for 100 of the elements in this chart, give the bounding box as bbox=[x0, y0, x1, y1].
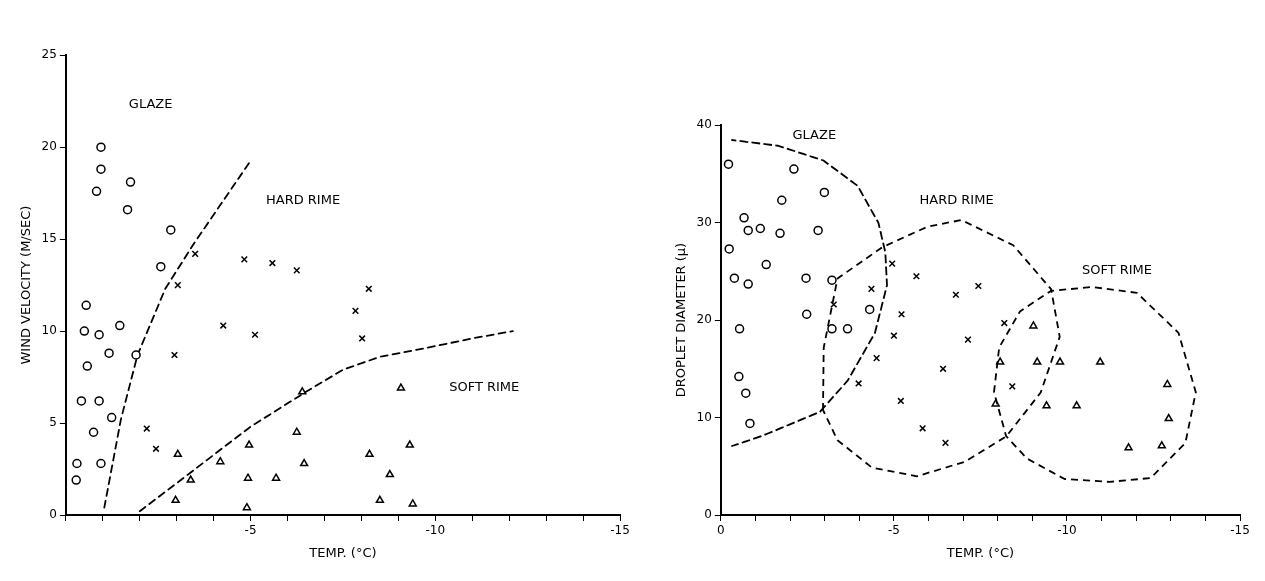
point bbox=[88, 427, 99, 437]
point bbox=[96, 142, 106, 152]
y-axis-title: DROPLET DIAMETER (μ) bbox=[673, 242, 689, 398]
point bbox=[298, 387, 307, 395]
y-tick-label: 15 bbox=[41, 231, 57, 246]
x-axis-title: TEMP. (°C) bbox=[945, 544, 1015, 560]
point bbox=[186, 475, 195, 483]
point bbox=[761, 259, 771, 270]
point bbox=[170, 351, 179, 359]
point bbox=[191, 250, 199, 258]
annotation: GLAZE bbox=[792, 127, 837, 143]
point bbox=[173, 449, 183, 458]
point bbox=[741, 388, 751, 398]
x-tick-label: -15 bbox=[610, 523, 630, 538]
point bbox=[1095, 357, 1105, 365]
point bbox=[96, 458, 106, 469]
point bbox=[405, 440, 415, 448]
x-tick-label: -15 bbox=[1230, 523, 1250, 538]
point bbox=[1042, 401, 1051, 409]
point bbox=[775, 228, 785, 239]
point bbox=[268, 259, 276, 267]
point bbox=[271, 473, 281, 481]
y-tick-label: 30 bbox=[696, 214, 712, 229]
point bbox=[91, 186, 102, 197]
y-tick-label: 20 bbox=[41, 139, 57, 154]
y-tick-label: 10 bbox=[696, 409, 712, 424]
point bbox=[734, 324, 745, 334]
y-tick-label: 40 bbox=[696, 117, 712, 132]
annotation: SOFT RIME bbox=[449, 379, 520, 395]
point bbox=[734, 371, 744, 382]
x-tick-label: -5 bbox=[244, 523, 257, 538]
point bbox=[724, 244, 734, 254]
point bbox=[1164, 413, 1173, 422]
point bbox=[96, 164, 106, 174]
x-tick-label: 0 bbox=[717, 523, 725, 538]
point bbox=[941, 439, 950, 447]
point bbox=[743, 279, 753, 289]
point bbox=[71, 475, 81, 485]
point bbox=[216, 456, 225, 465]
point bbox=[827, 324, 837, 334]
point bbox=[242, 502, 252, 511]
y-axis-title: WIND VELOCITY (M/SEC) bbox=[18, 205, 34, 365]
point bbox=[855, 379, 863, 388]
annotation: SOFT RIME bbox=[1081, 261, 1153, 277]
point bbox=[995, 357, 1005, 365]
point bbox=[104, 348, 114, 358]
point bbox=[156, 261, 166, 272]
point bbox=[81, 300, 91, 311]
point bbox=[131, 350, 141, 360]
point bbox=[777, 195, 787, 205]
point bbox=[122, 204, 133, 215]
point bbox=[385, 469, 395, 478]
x-tick-label: -10 bbox=[425, 523, 446, 538]
point bbox=[1157, 441, 1166, 449]
y-tick-label: 0 bbox=[704, 507, 712, 522]
point bbox=[789, 164, 799, 174]
point bbox=[79, 326, 90, 336]
point bbox=[125, 177, 136, 187]
point bbox=[964, 336, 972, 344]
point bbox=[292, 427, 301, 435]
point bbox=[1163, 379, 1172, 388]
point bbox=[396, 383, 406, 391]
point bbox=[743, 225, 753, 236]
point bbox=[82, 361, 93, 371]
point bbox=[408, 499, 417, 507]
y-tick-label: 20 bbox=[696, 312, 712, 327]
point bbox=[864, 304, 875, 315]
point bbox=[244, 440, 254, 448]
point bbox=[755, 223, 766, 234]
point bbox=[365, 285, 373, 293]
point bbox=[745, 418, 755, 429]
point bbox=[1055, 357, 1065, 365]
point bbox=[1029, 321, 1038, 329]
point bbox=[827, 275, 837, 285]
point bbox=[739, 213, 749, 223]
point bbox=[115, 320, 125, 331]
point bbox=[813, 225, 823, 236]
annotation: HARD RIME bbox=[919, 191, 994, 207]
y-tick-label: 25 bbox=[41, 47, 57, 62]
line-series bbox=[103, 160, 251, 509]
point bbox=[365, 449, 374, 458]
point bbox=[72, 458, 82, 469]
point bbox=[76, 396, 87, 406]
point bbox=[1124, 443, 1133, 451]
point bbox=[723, 159, 734, 169]
y-tick-label: 0 bbox=[49, 507, 57, 522]
point bbox=[1032, 357, 1042, 365]
point bbox=[375, 495, 385, 504]
point bbox=[801, 273, 811, 283]
point bbox=[299, 458, 309, 467]
point bbox=[166, 225, 176, 235]
y-tick-label: 10 bbox=[41, 323, 57, 338]
point bbox=[94, 330, 104, 340]
annotation: GLAZE bbox=[128, 96, 173, 112]
point bbox=[171, 495, 180, 504]
x-axis-title: TEMP. (°C) bbox=[308, 544, 377, 560]
point bbox=[106, 412, 117, 423]
point bbox=[243, 473, 253, 481]
point bbox=[729, 273, 740, 283]
point bbox=[240, 255, 248, 263]
